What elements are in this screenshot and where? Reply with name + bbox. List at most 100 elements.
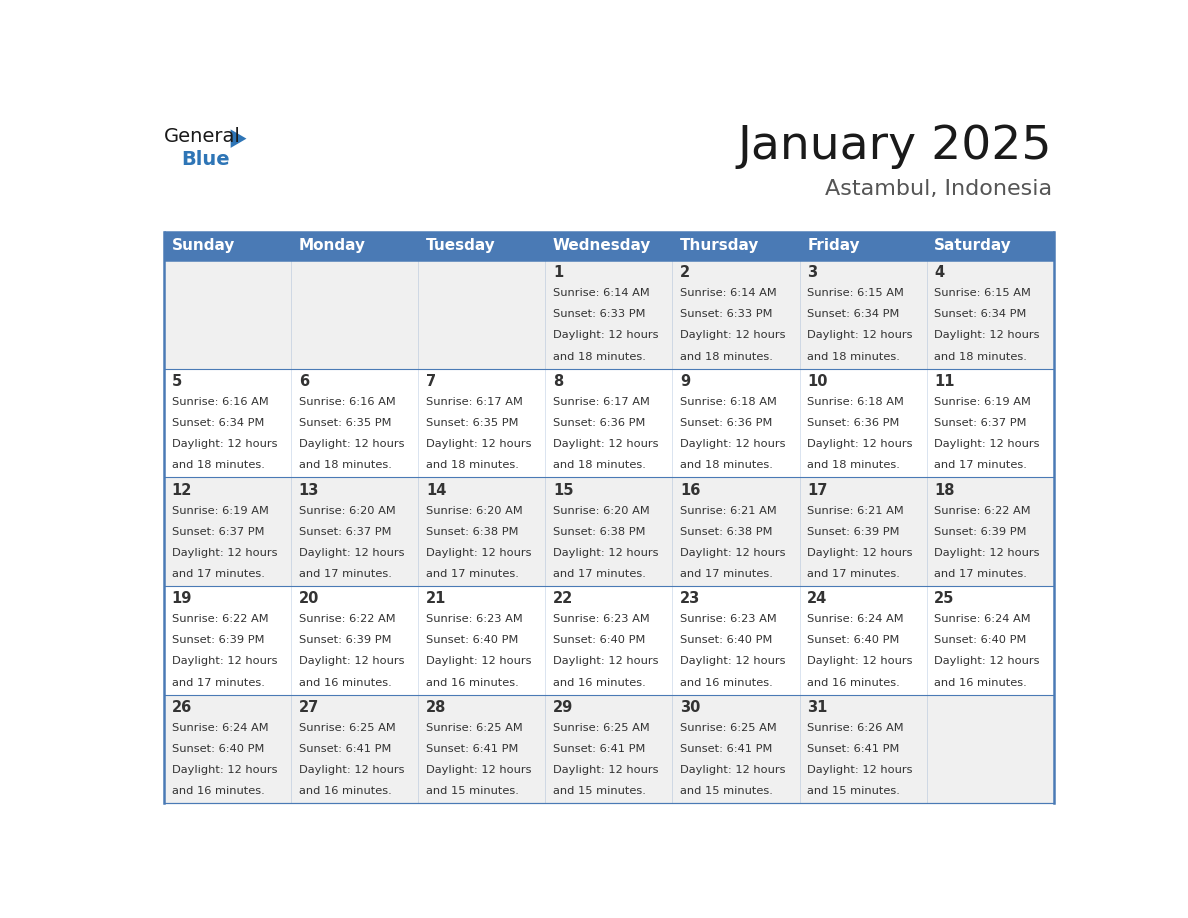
Bar <box>291 695 418 803</box>
Bar <box>545 586 672 695</box>
Text: Tuesday: Tuesday <box>425 239 495 253</box>
Text: and 17 minutes.: and 17 minutes. <box>425 569 519 579</box>
Text: Daylight: 12 hours: Daylight: 12 hours <box>552 765 658 775</box>
Bar <box>291 260 418 368</box>
Text: 1: 1 <box>552 265 563 280</box>
Text: 27: 27 <box>298 700 318 715</box>
Bar <box>800 260 927 368</box>
Text: 2: 2 <box>680 265 690 280</box>
Text: and 17 minutes.: and 17 minutes. <box>934 460 1028 470</box>
Text: 21: 21 <box>425 591 447 606</box>
Text: Saturday: Saturday <box>934 239 1012 253</box>
Bar <box>800 232 927 260</box>
Text: and 18 minutes.: and 18 minutes. <box>807 352 901 362</box>
Text: and 17 minutes.: and 17 minutes. <box>807 569 901 579</box>
Text: Sunrise: 6:14 AM: Sunrise: 6:14 AM <box>552 288 650 298</box>
Text: Sunrise: 6:23 AM: Sunrise: 6:23 AM <box>425 614 523 624</box>
Text: Daylight: 12 hours: Daylight: 12 hours <box>171 656 277 666</box>
Text: and 15 minutes.: and 15 minutes. <box>680 786 773 796</box>
Text: Daylight: 12 hours: Daylight: 12 hours <box>298 439 404 449</box>
Bar <box>545 477 672 586</box>
Text: Astambul, Indonesia: Astambul, Indonesia <box>824 179 1053 199</box>
Text: Friday: Friday <box>807 239 860 253</box>
Text: Sunrise: 6:22 AM: Sunrise: 6:22 AM <box>171 614 268 624</box>
Bar <box>927 586 1054 695</box>
Text: Sunrise: 6:18 AM: Sunrise: 6:18 AM <box>680 397 777 407</box>
Text: 13: 13 <box>298 483 320 498</box>
Text: Daylight: 12 hours: Daylight: 12 hours <box>171 765 277 775</box>
Text: and 16 minutes.: and 16 minutes. <box>552 677 645 688</box>
Text: Sunset: 6:40 PM: Sunset: 6:40 PM <box>552 635 645 645</box>
Bar <box>291 477 418 586</box>
Text: Daylight: 12 hours: Daylight: 12 hours <box>807 656 912 666</box>
Text: and 15 minutes.: and 15 minutes. <box>425 786 519 796</box>
Text: Sunrise: 6:18 AM: Sunrise: 6:18 AM <box>807 397 904 407</box>
Text: 31: 31 <box>807 700 828 715</box>
Text: Sunrise: 6:23 AM: Sunrise: 6:23 AM <box>680 614 777 624</box>
Text: Sunset: 6:39 PM: Sunset: 6:39 PM <box>807 527 899 537</box>
Text: Sunrise: 6:17 AM: Sunrise: 6:17 AM <box>552 397 650 407</box>
Bar <box>672 695 800 803</box>
Text: Sunset: 6:35 PM: Sunset: 6:35 PM <box>425 418 518 428</box>
Text: Daylight: 12 hours: Daylight: 12 hours <box>807 765 912 775</box>
Text: Daylight: 12 hours: Daylight: 12 hours <box>171 439 277 449</box>
Text: Sunrise: 6:25 AM: Sunrise: 6:25 AM <box>552 722 650 733</box>
Text: and 17 minutes.: and 17 minutes. <box>171 569 265 579</box>
Text: Sunrise: 6:22 AM: Sunrise: 6:22 AM <box>298 614 396 624</box>
Text: Monday: Monday <box>298 239 366 253</box>
Text: and 16 minutes.: and 16 minutes. <box>425 677 519 688</box>
Bar <box>672 477 800 586</box>
Bar <box>164 586 291 695</box>
Text: Sunrise: 6:23 AM: Sunrise: 6:23 AM <box>552 614 650 624</box>
Text: Sunrise: 6:15 AM: Sunrise: 6:15 AM <box>934 288 1031 298</box>
Bar <box>927 368 1054 477</box>
Text: Sunset: 6:41 PM: Sunset: 6:41 PM <box>552 744 645 754</box>
Text: Sunrise: 6:16 AM: Sunrise: 6:16 AM <box>171 397 268 407</box>
Bar <box>418 477 545 586</box>
Text: and 17 minutes.: and 17 minutes. <box>680 569 773 579</box>
Text: 25: 25 <box>934 591 955 606</box>
Bar <box>418 260 545 368</box>
Text: Daylight: 12 hours: Daylight: 12 hours <box>680 439 785 449</box>
Text: Sunrise: 6:21 AM: Sunrise: 6:21 AM <box>680 506 777 516</box>
Text: Daylight: 12 hours: Daylight: 12 hours <box>680 330 785 341</box>
Bar <box>672 260 800 368</box>
Text: Daylight: 12 hours: Daylight: 12 hours <box>807 439 912 449</box>
Text: Sunrise: 6:19 AM: Sunrise: 6:19 AM <box>171 506 268 516</box>
Text: Sunset: 6:37 PM: Sunset: 6:37 PM <box>171 527 264 537</box>
Text: Sunset: 6:34 PM: Sunset: 6:34 PM <box>934 309 1026 319</box>
Text: Sunset: 6:35 PM: Sunset: 6:35 PM <box>298 418 391 428</box>
Text: Sunset: 6:39 PM: Sunset: 6:39 PM <box>171 635 264 645</box>
Text: Sunset: 6:34 PM: Sunset: 6:34 PM <box>807 309 899 319</box>
Bar <box>418 586 545 695</box>
Text: Sunset: 6:41 PM: Sunset: 6:41 PM <box>807 744 899 754</box>
Bar <box>545 368 672 477</box>
Text: and 16 minutes.: and 16 minutes. <box>680 677 772 688</box>
Text: Daylight: 12 hours: Daylight: 12 hours <box>807 548 912 558</box>
Text: Sunrise: 6:24 AM: Sunrise: 6:24 AM <box>171 722 268 733</box>
Text: and 16 minutes.: and 16 minutes. <box>934 677 1026 688</box>
Text: Daylight: 12 hours: Daylight: 12 hours <box>298 548 404 558</box>
Text: Sunset: 6:33 PM: Sunset: 6:33 PM <box>680 309 772 319</box>
Text: Sunset: 6:39 PM: Sunset: 6:39 PM <box>298 635 391 645</box>
Bar <box>291 368 418 477</box>
Bar <box>545 232 672 260</box>
Text: Sunset: 6:39 PM: Sunset: 6:39 PM <box>934 527 1026 537</box>
Text: 14: 14 <box>425 483 447 498</box>
Text: Daylight: 12 hours: Daylight: 12 hours <box>680 548 785 558</box>
Text: and 16 minutes.: and 16 minutes. <box>807 677 899 688</box>
Text: 28: 28 <box>425 700 447 715</box>
Bar <box>672 232 800 260</box>
Text: 5: 5 <box>171 374 182 389</box>
Text: Sunrise: 6:20 AM: Sunrise: 6:20 AM <box>425 506 523 516</box>
Bar <box>291 586 418 695</box>
Text: Sunrise: 6:20 AM: Sunrise: 6:20 AM <box>552 506 650 516</box>
Bar <box>164 477 291 586</box>
Text: Sunrise: 6:25 AM: Sunrise: 6:25 AM <box>680 722 777 733</box>
Text: Sunset: 6:36 PM: Sunset: 6:36 PM <box>680 418 772 428</box>
Text: Daylight: 12 hours: Daylight: 12 hours <box>934 656 1040 666</box>
Text: 12: 12 <box>171 483 192 498</box>
Text: and 17 minutes.: and 17 minutes. <box>171 677 265 688</box>
Text: Blue: Blue <box>181 151 229 169</box>
Bar <box>164 368 291 477</box>
